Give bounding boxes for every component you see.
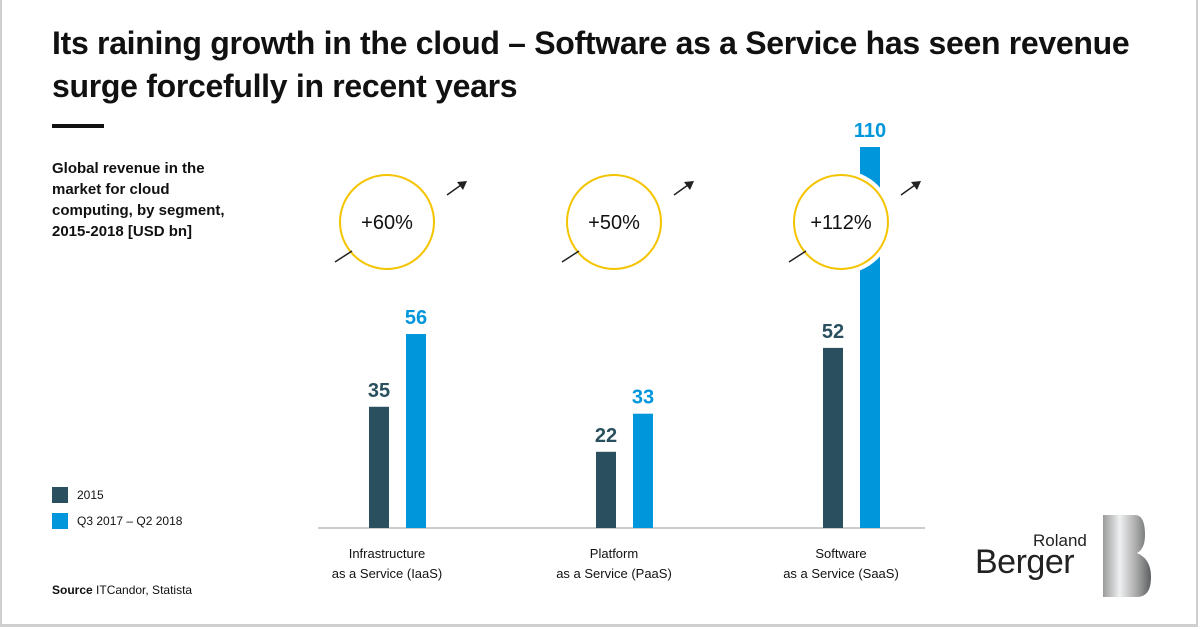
bar-2015 bbox=[369, 406, 389, 528]
bar-2015 bbox=[823, 347, 843, 528]
bar-recent bbox=[406, 334, 426, 528]
title-rule bbox=[52, 124, 104, 128]
trend-arrow-shaft bbox=[900, 184, 916, 196]
arrow-up-right-icon bbox=[457, 181, 467, 190]
chart-subtitle: Global revenue in the market for cloud c… bbox=[52, 160, 225, 240]
growth-circle bbox=[793, 174, 889, 270]
trend-line bbox=[561, 250, 580, 263]
category-label: as a Service (PaaS) bbox=[556, 566, 672, 581]
legend-label: Q3 2017 – Q2 2018 bbox=[77, 514, 183, 528]
source-label: Source bbox=[52, 583, 93, 597]
category-label: Platform bbox=[590, 546, 638, 561]
data-label: 56 bbox=[405, 307, 427, 329]
data-label: 110 bbox=[854, 120, 886, 142]
growth-label: +50% bbox=[588, 212, 640, 234]
logo-text-berger: Berger bbox=[975, 543, 1075, 581]
category-label: as a Service (IaaS) bbox=[332, 566, 443, 581]
data-label: 33 bbox=[632, 387, 654, 409]
growth-circle bbox=[339, 174, 435, 270]
legend-swatch bbox=[52, 487, 68, 503]
category-label: as a Service (SaaS) bbox=[783, 566, 899, 581]
legend-swatch bbox=[52, 513, 68, 529]
category-label: Software bbox=[815, 546, 866, 561]
growth-label: +60% bbox=[361, 212, 413, 234]
source-note: Source ITCandor, Statista bbox=[52, 583, 192, 597]
data-label: 35 bbox=[368, 380, 390, 402]
legend-item-recent: Q3 2017 – Q2 2018 bbox=[52, 508, 182, 534]
trend-arrow-shaft bbox=[673, 184, 689, 196]
arrow-up-right-icon bbox=[684, 181, 694, 190]
legend-item-2015: 2015 bbox=[52, 482, 182, 508]
bar-2015 bbox=[596, 451, 616, 528]
arrow-up-right-icon bbox=[911, 181, 921, 190]
trend-line bbox=[788, 250, 807, 263]
logo-text-roland: Roland bbox=[1033, 531, 1087, 550]
growth-circle bbox=[566, 174, 662, 270]
growth-label: +112% bbox=[810, 212, 872, 234]
trend-arrow-shaft bbox=[446, 184, 462, 196]
category-label: Infrastructure bbox=[349, 546, 426, 561]
page-title: Its raining growth in the cloud – Softwa… bbox=[52, 25, 1130, 104]
data-label: 22 bbox=[595, 425, 617, 447]
bar-recent bbox=[633, 413, 653, 528]
legend: 2015 Q3 2017 – Q2 2018 bbox=[52, 482, 182, 534]
logo-b-mark bbox=[1103, 515, 1151, 597]
legend-label: 2015 bbox=[77, 488, 104, 502]
data-label: 52 bbox=[822, 321, 844, 343]
trend-line bbox=[334, 250, 353, 263]
source-text: ITCandor, Statista bbox=[96, 583, 193, 597]
